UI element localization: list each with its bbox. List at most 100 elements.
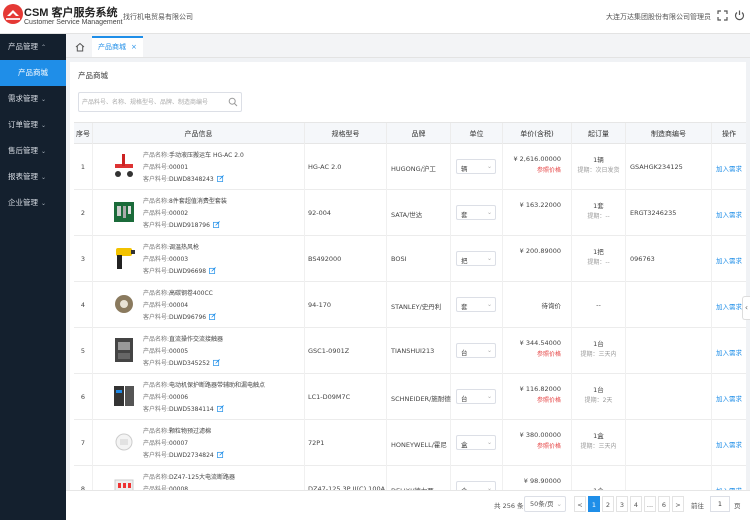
sidebar-item-product-management[interactable]: 产品管理 ⌃ [0, 34, 66, 60]
page-button[interactable]: 1 [588, 496, 600, 512]
page-button[interactable]: 4 [630, 496, 642, 512]
customer-code: DLWD5384114 [169, 406, 214, 413]
unit-cell: 台 ⌄ [451, 328, 503, 374]
edit-icon[interactable] [212, 359, 220, 366]
index-cell: 5 [74, 328, 93, 374]
logout-icon[interactable] [734, 10, 745, 21]
product-thumbnail[interactable] [112, 426, 136, 458]
reference-price-link[interactable]: 参照价格 [536, 443, 561, 450]
table-header: 序号 产品信息 规格型号 品牌 单位 单价(含税) 起订量 制造商编号 操作 [74, 122, 746, 145]
tab-product-mall[interactable]: 产品商城 × [92, 36, 143, 57]
page-ellipsis[interactable]: ... [644, 496, 656, 512]
manufacturer-number: ERGT3246235 [630, 209, 677, 217]
unit-select[interactable]: 套 ⌄ [456, 297, 496, 312]
collapse-handle[interactable]: ‹ [742, 296, 750, 320]
product-info-cell: 产品名称:颗粒物预过滤棉 产品料号:00007 客户料号:DLWD2734824 [93, 420, 305, 466]
sidebar-item-enterprise-management[interactable]: 企业管理 ⌄ [0, 190, 66, 216]
search-input[interactable] [82, 95, 222, 109]
fullscreen-icon[interactable] [717, 10, 728, 21]
manufacturer-number: 096763 [630, 255, 655, 263]
unit-select[interactable]: 台 ⌄ [456, 343, 496, 358]
product-thumbnail[interactable] [112, 380, 136, 412]
unit-select[interactable]: 盒 ⌄ [456, 435, 496, 450]
add-to-demand-link[interactable]: 加入需求 [716, 395, 742, 403]
edit-icon[interactable] [216, 405, 224, 412]
action-cell: 加入需求 [712, 420, 746, 466]
product-thumbnail[interactable] [112, 334, 136, 366]
add-to-demand-link[interactable]: 加入需求 [716, 211, 742, 219]
close-icon[interactable]: × [131, 43, 137, 51]
price-value: ¥ 344.54000 [519, 339, 561, 347]
edit-icon[interactable] [216, 175, 224, 182]
product-thumbnail[interactable] [112, 288, 136, 320]
manufacturer-cell [626, 420, 712, 466]
seller-company[interactable]: 大连万达集团股份有限公司 [606, 13, 690, 21]
add-to-demand-link[interactable]: 加入需求 [716, 165, 742, 173]
reference-price-link[interactable]: 参照价格 [536, 397, 561, 404]
product-name[interactable]: 手动液压搬运车 HG-AC 2.0 [169, 152, 244, 159]
info-label: 产品料号: [143, 210, 170, 217]
info-label: 产品料号: [143, 302, 170, 309]
search-icon[interactable] [228, 97, 238, 107]
page-title: 产品商城 [78, 71, 108, 80]
add-to-demand-link[interactable]: 加入需求 [716, 303, 742, 311]
reference-price-link[interactable]: 参照价格 [536, 167, 561, 174]
top-header: CSM 客户服务系统 Customer Service Management 找… [0, 0, 750, 34]
product-code: 00006 [169, 394, 189, 401]
unit-select[interactable]: 辆 ⌄ [456, 159, 496, 174]
edit-icon[interactable] [209, 313, 216, 320]
info-label: 产品料号: [143, 394, 170, 401]
product-name[interactable]: 8件套超值消费型套装 [169, 198, 227, 205]
page-size-select[interactable]: 50条/页 ⌄ [524, 496, 566, 512]
min-order-qty: -- [596, 301, 601, 309]
edit-icon[interactable] [209, 267, 216, 274]
product-name[interactable]: 高碳钢卷400CC [169, 290, 213, 297]
moq-cell: 1套 提期：-- [572, 190, 626, 236]
unit-select[interactable]: 台 ⌄ [456, 389, 496, 404]
page-button[interactable]: 3 [616, 496, 628, 512]
product-thumbnail[interactable] [112, 150, 136, 182]
sidebar-item-demand-management[interactable]: 需求管理 ⌄ [0, 86, 66, 112]
sidebar-item-product-mall[interactable]: 产品商城 [0, 60, 66, 86]
product-name[interactable]: 颗粒物预过滤棉 [169, 428, 212, 435]
sidebar-item-order-management[interactable]: 订单管理 ⌄ [0, 112, 66, 138]
goto-page-input[interactable]: 1 [710, 496, 730, 512]
chevron-up-icon: ⌃ [41, 44, 47, 51]
product-name[interactable]: 电动机保护断路器带辅助和漏电触点 [169, 382, 266, 389]
sidebar-item-report-management[interactable]: 报表管理 ⌄ [0, 164, 66, 190]
home-tab[interactable] [70, 36, 90, 57]
unit-value: 辆 [461, 165, 468, 173]
unit-value: 套 [461, 211, 468, 219]
table-row: 1 产品名称:手动液压搬运车 HG-AC 2.0 产品料号:00001 客户料号:DL… [74, 144, 746, 190]
unit-value: 台 [461, 349, 468, 357]
index-cell: 8 [74, 466, 93, 512]
page-button[interactable]: 2 [602, 496, 614, 512]
add-to-demand-link[interactable]: 加入需求 [716, 257, 742, 265]
product-thumbnail[interactable] [112, 242, 136, 274]
min-order-qty: 1台 [593, 386, 604, 394]
product-name[interactable]: 调温热风枪 [169, 244, 200, 251]
next-page-button[interactable]: > [672, 496, 684, 512]
unit-select[interactable]: 套 ⌄ [456, 205, 496, 220]
prev-page-button[interactable]: < [574, 496, 586, 512]
product-thumbnail[interactable] [112, 196, 136, 228]
page-button[interactable]: 6 [658, 496, 670, 512]
unit-select[interactable]: 把 ⌄ [456, 251, 496, 266]
unit-value: 台 [461, 395, 468, 403]
product-code-line: 产品料号:00002 [143, 208, 188, 217]
goto-label: 前往 [691, 502, 704, 510]
product-name[interactable]: 直流操作交流接触器 [169, 336, 224, 343]
product-name[interactable]: DZ47-125大电流断路器 [169, 474, 236, 481]
add-to-demand-link[interactable]: 加入需求 [716, 441, 742, 449]
action-cell: 加入需求 [712, 236, 746, 282]
logo-icon [3, 4, 23, 24]
product-code: 00004 [169, 302, 189, 309]
sidebar-item-aftersales-management[interactable]: 售后管理 ⌄ [0, 138, 66, 164]
edit-icon[interactable] [216, 451, 224, 458]
reference-price-link[interactable]: 参照价格 [536, 351, 561, 358]
add-to-demand-link[interactable]: 加入需求 [716, 349, 742, 357]
user-name[interactable]: 管理员 [690, 13, 711, 21]
price-value: ¥ 380.00000 [519, 431, 561, 439]
edit-icon[interactable] [212, 221, 220, 228]
sidebar-item-label: 订单管理 [8, 120, 38, 129]
